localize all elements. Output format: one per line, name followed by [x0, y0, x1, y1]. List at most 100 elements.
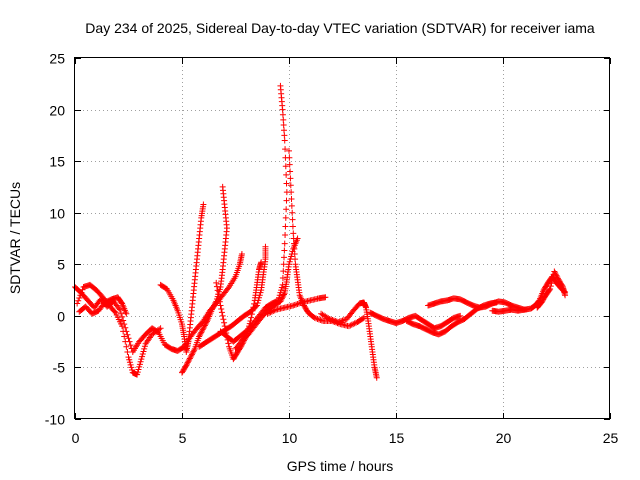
- data-point: [121, 333, 128, 340]
- data-point: [283, 197, 290, 204]
- series-arc-6: [196, 243, 269, 350]
- data-point: [138, 356, 145, 363]
- data-point: [183, 362, 190, 369]
- data-point: [77, 292, 84, 299]
- data-point: [551, 268, 558, 275]
- data-point: [211, 302, 218, 309]
- data-point: [196, 332, 203, 339]
- data-point: [290, 230, 297, 237]
- data-point: [282, 223, 289, 230]
- data-point: [219, 183, 226, 190]
- data-point: [198, 329, 205, 336]
- chart-title: Day 234 of 2025, Sidereal Day-to-day VTE…: [85, 20, 595, 36]
- data-point: [187, 354, 194, 361]
- data-point: [280, 122, 287, 129]
- data-point: [290, 240, 297, 247]
- data-point: [183, 360, 190, 367]
- data-point: [549, 277, 556, 284]
- data-point: [340, 316, 347, 323]
- data-point: [214, 287, 221, 294]
- y-tick-label: -10: [45, 412, 65, 428]
- data-point: [218, 309, 225, 316]
- data-point: [123, 310, 130, 317]
- data-point: [277, 82, 284, 89]
- data-point: [124, 348, 131, 355]
- data-point: [291, 302, 298, 309]
- data-point: [286, 261, 292, 268]
- y-tick-label: 5: [57, 257, 65, 273]
- data-point: [215, 291, 222, 298]
- data-point: [128, 364, 135, 371]
- series-arc-12: [318, 299, 380, 381]
- data-point: [291, 250, 298, 257]
- y-axis-label: SDTVAR / TECUs: [7, 182, 23, 294]
- y-tick-label: 0: [57, 309, 65, 325]
- data-point: [360, 314, 367, 321]
- data-point: [278, 295, 285, 302]
- series-arc-4: [157, 201, 207, 355]
- data-point: [547, 283, 554, 290]
- data-point: [200, 201, 207, 208]
- data-point: [250, 304, 257, 311]
- data-point: [326, 315, 333, 322]
- data-point: [139, 351, 146, 358]
- data-point: [281, 240, 288, 247]
- data-point: [281, 247, 288, 254]
- data-point: [201, 323, 208, 330]
- data-point: [140, 348, 147, 355]
- series-arc-15: [425, 295, 528, 313]
- data-point: [286, 161, 293, 168]
- x-tick-labels: 0 5 10 15 20 25: [72, 430, 619, 446]
- data-points: [72, 82, 569, 381]
- data-point: [325, 315, 332, 322]
- data-point: [282, 163, 289, 170]
- data-point: [314, 315, 321, 322]
- data-point: [552, 269, 559, 276]
- data-point: [122, 338, 129, 345]
- data-point: [157, 325, 164, 332]
- data-point: [119, 323, 126, 330]
- series-arc-3: [76, 294, 130, 317]
- data-point: [79, 286, 86, 293]
- data-point: [280, 268, 287, 275]
- data-point: [134, 371, 141, 378]
- data-point: [198, 327, 205, 334]
- data-point: [251, 300, 258, 307]
- data-point: [313, 315, 320, 322]
- data-point: [338, 318, 345, 325]
- data-point: [225, 285, 232, 292]
- data-point: [196, 333, 203, 340]
- data-point: [282, 214, 289, 221]
- y-tick-label: -5: [53, 360, 66, 376]
- data-point: [186, 356, 193, 363]
- data-point: [129, 367, 136, 374]
- data-point: [292, 256, 299, 263]
- data-point: [75, 297, 82, 304]
- data-point: [137, 358, 144, 365]
- data-point: [289, 223, 296, 230]
- data-point: [122, 324, 129, 331]
- data-point: [280, 261, 287, 268]
- y-tick-label: 20: [49, 103, 65, 119]
- y-tick-label: 15: [49, 154, 65, 170]
- data-point: [317, 316, 324, 323]
- x-axis-label: GPS time / hours: [287, 458, 394, 474]
- data-point: [136, 363, 143, 370]
- data-point: [238, 250, 245, 257]
- data-point: [276, 292, 283, 299]
- data-point: [76, 294, 83, 301]
- data-point: [288, 253, 295, 260]
- data-point: [202, 321, 209, 328]
- data-point: [283, 206, 290, 213]
- y-tick-labels: -10 -5 0 5 10 15 20 25: [45, 51, 65, 428]
- data-point: [141, 345, 148, 352]
- data-point: [124, 331, 131, 338]
- data-point: [351, 320, 358, 327]
- data-point: [271, 307, 278, 314]
- data-point: [262, 243, 269, 250]
- data-point: [279, 111, 286, 118]
- data-point: [189, 349, 196, 356]
- data-point: [270, 308, 277, 315]
- data-point: [336, 318, 343, 325]
- data-point: [197, 330, 204, 337]
